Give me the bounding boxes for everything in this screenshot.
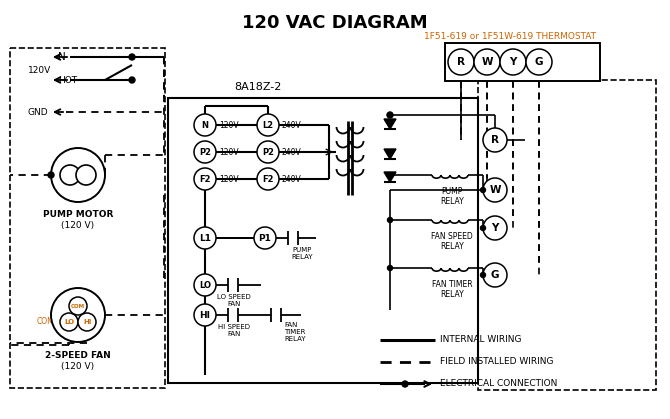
Text: 8A18Z-2: 8A18Z-2 [234, 82, 281, 92]
Text: HOT: HOT [58, 75, 78, 85]
Bar [445, 43, 600, 81]
Text: R: R [457, 57, 465, 67]
Circle shape [257, 141, 279, 163]
Text: FAN SPEED
RELAY: FAN SPEED RELAY [431, 232, 473, 251]
Text: (120 V): (120 V) [62, 362, 94, 371]
Circle shape [480, 187, 486, 192]
Text: FIELD INSTALLED WIRING: FIELD INSTALLED WIRING [440, 357, 553, 367]
Text: COM: COM [36, 318, 54, 326]
Text: L2: L2 [263, 121, 273, 129]
Text: G: G [535, 57, 543, 67]
Circle shape [526, 49, 552, 75]
Circle shape [474, 49, 500, 75]
Circle shape [480, 272, 486, 277]
Circle shape [194, 274, 216, 296]
Text: N: N [58, 52, 66, 62]
Text: 120V: 120V [219, 121, 239, 129]
Circle shape [387, 112, 393, 117]
Text: COM: COM [71, 303, 85, 308]
Text: G: G [490, 270, 499, 280]
Circle shape [194, 168, 216, 190]
Text: P1: P1 [259, 233, 271, 243]
Text: FAN TIMER
RELAY: FAN TIMER RELAY [431, 280, 472, 300]
Circle shape [78, 313, 96, 331]
Circle shape [48, 172, 54, 178]
Text: P2: P2 [199, 147, 211, 157]
Circle shape [194, 141, 216, 163]
Text: GND: GND [27, 108, 48, 116]
Text: 2-SPEED FAN: 2-SPEED FAN [45, 351, 111, 360]
Text: Y: Y [491, 223, 498, 233]
Circle shape [387, 266, 393, 271]
Circle shape [194, 227, 216, 249]
Text: LO SPEED
FAN: LO SPEED FAN [217, 294, 251, 307]
Text: W: W [489, 185, 500, 195]
Circle shape [480, 225, 486, 230]
Text: (120 V): (120 V) [62, 221, 94, 230]
Circle shape [69, 297, 87, 315]
Circle shape [129, 77, 135, 83]
Text: 240V: 240V [282, 121, 302, 129]
Text: PUMP
RELAY: PUMP RELAY [440, 187, 464, 207]
Text: FAN
TIMER
RELAY: FAN TIMER RELAY [284, 322, 306, 342]
Bar [10, 48, 165, 388]
Circle shape [387, 112, 393, 118]
Text: 120V: 120V [219, 147, 239, 157]
Text: 120 VAC DIAGRAM: 120 VAC DIAGRAM [242, 14, 428, 32]
Circle shape [76, 165, 96, 185]
Circle shape [257, 168, 279, 190]
Circle shape [483, 128, 507, 152]
Circle shape [60, 165, 80, 185]
Bar [478, 80, 656, 390]
Text: F2: F2 [262, 174, 274, 184]
Bar [168, 98, 478, 383]
Text: LO: LO [199, 280, 211, 290]
Polygon shape [384, 149, 396, 159]
Text: 240V: 240V [282, 147, 302, 157]
Circle shape [60, 313, 78, 331]
Text: F2: F2 [199, 174, 211, 184]
Circle shape [402, 381, 408, 387]
Circle shape [387, 217, 393, 222]
Circle shape [387, 173, 393, 178]
Circle shape [257, 114, 279, 136]
Circle shape [129, 54, 135, 60]
Text: HI SPEED
FAN: HI SPEED FAN [218, 324, 250, 337]
Text: Y: Y [509, 57, 517, 67]
Circle shape [254, 227, 276, 249]
Circle shape [483, 178, 507, 202]
Circle shape [194, 304, 216, 326]
Text: HI: HI [83, 319, 91, 325]
Text: P2: P2 [262, 147, 274, 157]
Circle shape [500, 49, 526, 75]
Text: 1F51-619 or 1F51W-619 THERMOSTAT: 1F51-619 or 1F51W-619 THERMOSTAT [424, 31, 596, 41]
Circle shape [483, 216, 507, 240]
Text: PUMP
RELAY: PUMP RELAY [291, 247, 313, 260]
Text: PUMP MOTOR: PUMP MOTOR [43, 210, 113, 219]
Text: ELECTRICAL CONNECTION: ELECTRICAL CONNECTION [440, 380, 557, 388]
Text: 120V: 120V [219, 174, 239, 184]
Text: N: N [202, 121, 208, 129]
Text: W: W [481, 57, 492, 67]
Text: 120V: 120V [28, 65, 51, 75]
Text: 240V: 240V [282, 174, 302, 184]
Circle shape [194, 114, 216, 136]
Circle shape [448, 49, 474, 75]
Circle shape [51, 288, 105, 342]
Text: L1: L1 [199, 233, 211, 243]
Circle shape [51, 148, 105, 202]
Polygon shape [384, 119, 396, 129]
Text: LO: LO [64, 319, 74, 325]
Text: HI: HI [200, 310, 210, 320]
Circle shape [483, 263, 507, 287]
Text: INTERNAL WIRING: INTERNAL WIRING [440, 336, 521, 344]
Text: R: R [491, 135, 499, 145]
Polygon shape [384, 172, 396, 182]
